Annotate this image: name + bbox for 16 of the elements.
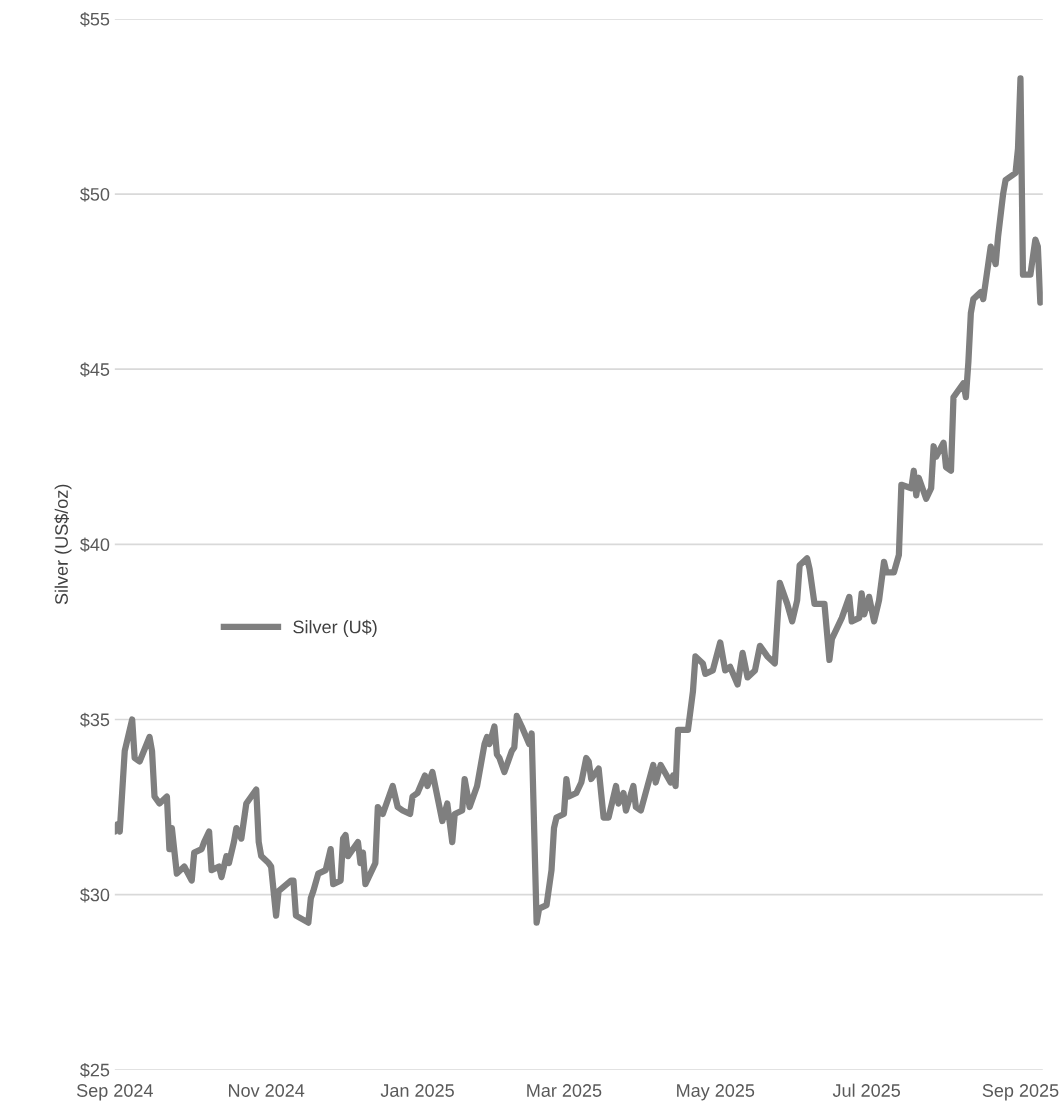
x-tick-label: Mar 2025 bbox=[527, 1084, 602, 1097]
x-tick-label: Sep 2025 bbox=[982, 1084, 1059, 1101]
y-tick-label: $45 bbox=[80, 362, 110, 377]
x-tick-label: May 2025 bbox=[677, 1084, 755, 1101]
y-tick-label: $50 bbox=[80, 187, 110, 202]
y-tick-label: $25 bbox=[80, 1062, 110, 1078]
y-axis-title: Silver (US$/oz) bbox=[54, 484, 72, 605]
legend-label: Silver (U$) bbox=[293, 619, 377, 637]
y-tick-label: $35 bbox=[80, 712, 110, 728]
x-tick-label: Jul 2025 bbox=[832, 1083, 901, 1097]
y-tick-label: $40 bbox=[80, 537, 110, 553]
x-tick-label: Jan 2025 bbox=[380, 1084, 454, 1097]
x-tick-label: Sep 2024 bbox=[76, 1084, 153, 1101]
x-tick-label: Nov 2024 bbox=[229, 1084, 305, 1097]
y-tick-label: $55 bbox=[80, 12, 110, 27]
y-tick-label: $30 bbox=[80, 887, 110, 903]
